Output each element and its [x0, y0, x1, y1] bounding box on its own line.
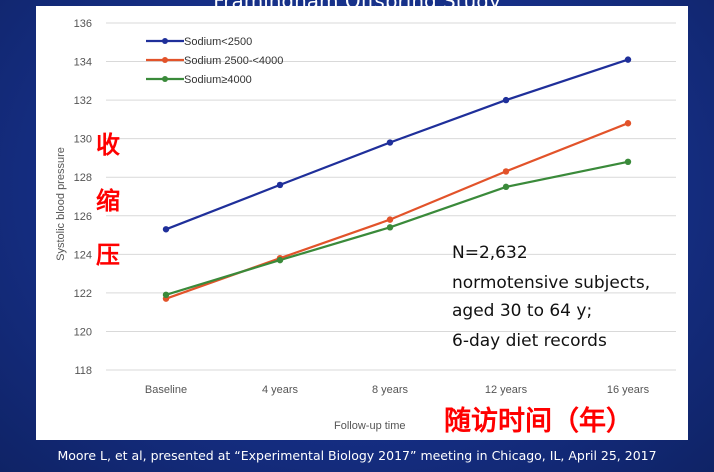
y-tick-label: 118	[74, 365, 92, 377]
data-point	[162, 226, 170, 233]
legend-label: Sodium<2500	[184, 36, 252, 48]
citation: Moore L, et al, presented at “Experiment…	[57, 448, 657, 463]
data-point	[276, 181, 284, 189]
legend-marker	[162, 57, 168, 63]
data-point	[624, 158, 632, 165]
x-tick-label: 4 years	[262, 384, 299, 396]
x-tick-labels: Baseline 4 years 8 years 12 years 16 years	[145, 384, 650, 396]
legend-label: Sodium≥4000	[184, 74, 252, 86]
y-tick-label: 124	[74, 249, 92, 261]
series-lines	[165, 58, 629, 300]
data-point	[386, 224, 394, 231]
data-point	[624, 120, 632, 127]
y-tick-label: 126	[74, 211, 92, 223]
y-annotation-char-2: 缩	[96, 187, 120, 215]
y-tick-label: 134	[74, 57, 92, 69]
data-point	[386, 216, 394, 223]
y-tick-label: 136	[74, 18, 92, 30]
x-tick-label: 12 years	[485, 384, 528, 396]
y-tick-label: 120	[74, 326, 92, 338]
y-annotation-char-3: 压	[96, 241, 120, 269]
legend-marker	[162, 38, 168, 44]
y-tick-labels: 118 120 122 124 126 128 130 132 134 136	[74, 18, 92, 377]
y-tick-label: 132	[74, 95, 92, 107]
x-axis-label: Follow-up time	[334, 420, 406, 432]
data-point	[502, 168, 510, 175]
data-point	[502, 96, 510, 104]
series-points	[162, 56, 632, 302]
y-tick-label: 122	[74, 288, 92, 300]
data-point	[276, 256, 284, 264]
y-tick-label: 130	[74, 134, 92, 146]
data-point	[162, 291, 170, 299]
y-annotation-char-1: 收	[96, 131, 120, 159]
note-line-2: normotensive subjects,	[452, 273, 650, 293]
x-tick-label: Baseline	[145, 384, 187, 396]
data-point	[624, 56, 632, 63]
legend: Sodium<2500 Sodium 2500-<4000 Sodium≥4000	[146, 36, 283, 86]
line-chart: 118 120 122 124 126 128 130 132 134 136 Baseline 4…	[55, 18, 676, 437]
legend-marker	[162, 76, 168, 82]
y-tick-label: 128	[74, 172, 92, 184]
note-line-4: 6-day diet records	[452, 331, 607, 351]
legend-label: Sodium 2500-<4000	[184, 55, 283, 67]
chart-panel: 118 120 122 124 126 128 130 132 134 136 Baseline 4…	[36, 6, 688, 440]
x-tick-label: 8 years	[372, 384, 409, 396]
note-line-3: aged 30 to 64 y;	[452, 301, 592, 321]
gridlines	[106, 22, 676, 371]
data-point	[502, 183, 510, 191]
y-axis-label: Systolic blood pressure	[55, 147, 67, 261]
data-point	[386, 139, 394, 146]
x-annotation: 随访时间（年）	[444, 405, 633, 437]
x-tick-label: 16 years	[607, 384, 650, 396]
note-line-1: N=2,632	[452, 243, 528, 263]
